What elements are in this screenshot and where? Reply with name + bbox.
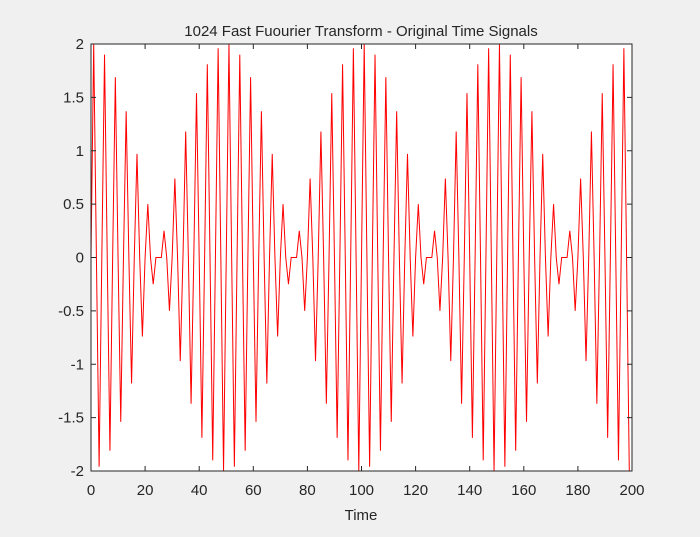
x-tick-label: 180 [565,482,590,499]
y-tick-label: 0.5 [63,196,84,213]
x-tick-label: 140 [457,482,482,499]
series-line-0 [90,43,630,472]
y-tick-label: 2 [76,36,84,53]
series-layer [90,43,630,472]
chart-title: 1024 Fast Fuourier Transform - Original … [184,23,537,40]
x-tick-label: 160 [511,482,536,499]
x-tick-label: 40 [191,482,208,499]
x-tick-label: 200 [619,482,644,499]
y-axis: 2 1.5 1 0.5 0 -0.5 -1 -1.5 -2 [58,36,632,480]
y-tick-label: -0.5 [58,303,84,320]
x-tick-label: 20 [137,482,154,499]
x-tick-label: 60 [245,482,262,499]
y-tick-label: 0 [76,250,84,267]
x-axis-label: Time [345,507,378,524]
x-axis: 0 20 40 60 80 100 120 140 160 180 200 [87,44,645,499]
x-tick-label: 120 [403,482,428,499]
y-tick-label: -1 [71,356,84,373]
x-tick-label: 100 [349,482,374,499]
x-tick-label: 0 [87,482,95,499]
y-tick-label: 1 [76,143,84,160]
y-tick-label: -1.5 [58,410,84,427]
x-tick-label: 80 [299,482,316,499]
y-tick-label: 1.5 [63,89,84,106]
y-tick-label: -2 [71,463,84,480]
